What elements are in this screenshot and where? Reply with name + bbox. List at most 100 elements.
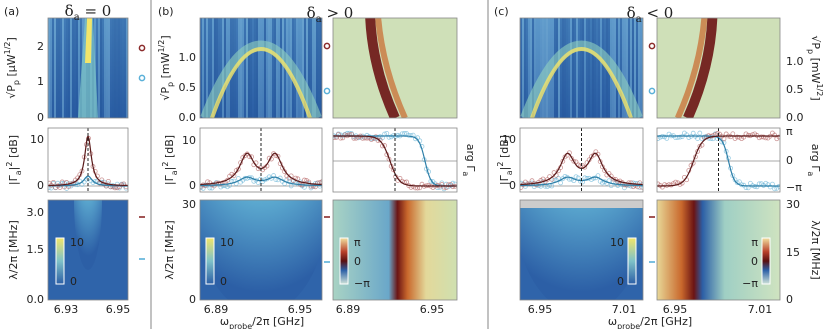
stripe: [70, 18, 72, 118]
stripe: [64, 18, 66, 118]
point: [441, 184, 447, 190]
frame: [656, 127, 781, 193]
heatmap: [48, 128, 128, 192]
stripe: [102, 18, 104, 118]
stripe: [262, 18, 264, 118]
label: (b): [158, 5, 174, 18]
stripe: [568, 18, 570, 118]
heatmap: [520, 200, 643, 300]
stripe: [600, 18, 602, 118]
label: 0.0: [786, 111, 804, 124]
dome: [74, 200, 102, 270]
label: 1.0: [786, 55, 804, 68]
stripe: [306, 18, 308, 118]
point: [750, 132, 755, 138]
stripe: [618, 18, 620, 118]
stripe: [202, 18, 204, 118]
fit-curve: [657, 135, 780, 187]
frame: [332, 17, 458, 119]
axis-label: √Pp [mW1/2]: [157, 35, 175, 100]
label: π: [354, 236, 361, 249]
stripe: [530, 18, 532, 118]
label: 6.95: [420, 303, 445, 316]
label: 0.0: [179, 111, 197, 124]
label-part: [dB]: [163, 135, 176, 162]
colorbar: [55, 237, 65, 285]
stripe: [220, 18, 222, 118]
label-part: λ/2π [MHz]: [163, 220, 176, 279]
stripe: [626, 18, 628, 118]
heatmap: [333, 200, 457, 300]
stripe: [266, 18, 268, 118]
stripe: [282, 18, 284, 118]
stripe: [116, 18, 118, 118]
axis-label: λ/2π [MHz]: [163, 220, 176, 279]
point: [666, 182, 672, 188]
point: [275, 153, 281, 159]
point: [346, 132, 352, 138]
label-part: /2π [GHz]: [640, 315, 692, 328]
point: [772, 186, 777, 192]
label: 6.95: [663, 303, 688, 316]
stripe: [300, 18, 302, 118]
heatmap: [520, 18, 643, 118]
stripe: [120, 18, 122, 118]
point: [578, 178, 583, 184]
label-part: [dB]: [498, 135, 511, 162]
point: [342, 132, 348, 138]
stripe: [76, 18, 78, 118]
label-part: δ: [627, 4, 636, 22]
label: 30: [182, 198, 196, 211]
axis-label: arg Γa: [806, 144, 822, 177]
stripe: [532, 18, 534, 118]
frame: [519, 127, 644, 193]
stripe: [298, 18, 300, 118]
label: 30: [786, 198, 800, 211]
stripe: [256, 18, 258, 118]
phase-band: [683, 18, 718, 118]
stripe: [204, 18, 206, 118]
label: 6.89: [204, 303, 229, 316]
stripe: [114, 18, 116, 118]
label: 10: [70, 236, 84, 249]
frame: [47, 199, 129, 301]
point: [558, 180, 563, 186]
point: [207, 185, 213, 191]
stripe: [312, 18, 314, 118]
marker: [648, 87, 656, 95]
point: [556, 175, 561, 181]
point: [549, 183, 555, 189]
label-part: p: [166, 82, 175, 87]
point: [51, 179, 56, 185]
stripe: [80, 18, 82, 118]
point: [426, 182, 432, 188]
label-part: a: [806, 171, 815, 176]
stripe: [248, 18, 250, 118]
stripe: [214, 18, 216, 118]
label: 0: [617, 275, 624, 288]
point: [59, 179, 65, 185]
label-part: a: [636, 14, 642, 25]
point: [244, 175, 250, 181]
point: [721, 136, 727, 142]
stripe: [58, 18, 60, 118]
label-part: [mW: [809, 54, 822, 84]
stripe: [534, 18, 536, 118]
heatmap: [333, 18, 457, 118]
heatmap: [200, 18, 322, 118]
resonance: [200, 40, 322, 118]
point: [754, 184, 760, 190]
point: [384, 130, 390, 136]
marker: [648, 42, 656, 50]
point: [571, 158, 577, 164]
label: 10: [182, 134, 196, 147]
stripe: [280, 18, 282, 118]
stripe: [564, 18, 566, 118]
stripe: [586, 18, 588, 118]
label-part: 1/2: [3, 42, 12, 55]
stripe: [318, 18, 320, 118]
stripe: [622, 18, 624, 118]
point: [445, 182, 451, 188]
stripe: [206, 18, 208, 118]
label-part: a: [74, 12, 80, 23]
